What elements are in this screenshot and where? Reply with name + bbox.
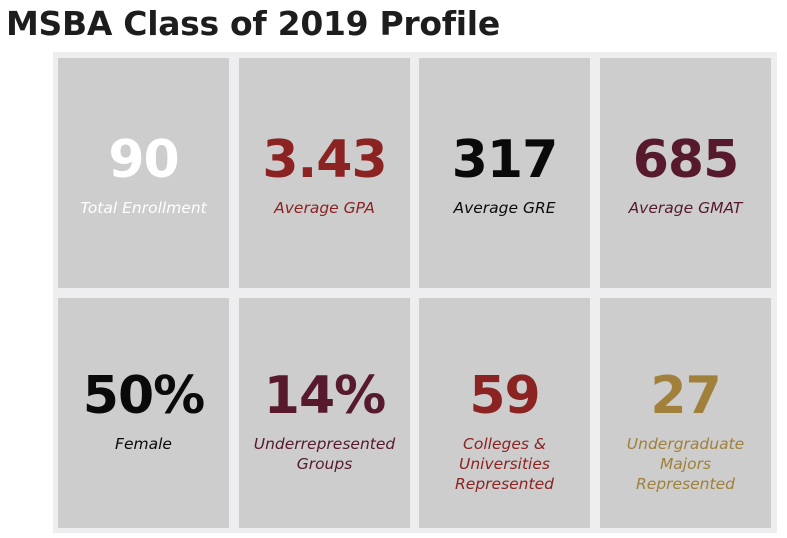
stat-value: 14% xyxy=(263,366,386,426)
stat-label: Average GMAT xyxy=(628,199,743,217)
stat-value: 50% xyxy=(82,366,205,426)
stat-label: Female xyxy=(115,435,172,453)
stat-value: 90 xyxy=(108,130,179,190)
stat-tile-underrepresented-groups: 14% Underrepresented Groups xyxy=(239,298,410,528)
stat-tile-average-gpa: 3.43 Average GPA xyxy=(239,58,410,288)
stat-label: Colleges & Universities Represented xyxy=(455,435,554,493)
stat-label: Undergraduate Majors Represented xyxy=(626,435,745,493)
stat-value: 59 xyxy=(469,366,540,426)
stat-tile-female: 50% Female xyxy=(58,298,229,528)
stat-value: 3.43 xyxy=(262,130,387,190)
stat-tile-total-enrollment: 90 Total Enrollment xyxy=(58,58,229,288)
stat-label: Average GPA xyxy=(274,199,375,217)
stat-value: 685 xyxy=(632,130,740,190)
stat-value: 27 xyxy=(650,366,721,426)
stat-label: Total Enrollment xyxy=(80,199,207,217)
stats-panel: 90 Total Enrollment 3.43 Average GPA 317… xyxy=(53,52,777,533)
stat-tile-majors-represented: 27 Undergraduate Majors Represented xyxy=(600,298,771,528)
stat-tile-colleges-represented: 59 Colleges & Universities Represented xyxy=(419,298,590,528)
page-title: MSBA Class of 2019 Profile xyxy=(6,4,500,43)
stat-value: 317 xyxy=(451,130,559,190)
stat-tile-average-gmat: 685 Average GMAT xyxy=(600,58,771,288)
stat-tile-average-gre: 317 Average GRE xyxy=(419,58,590,288)
stat-label: Underrepresented Groups xyxy=(253,435,396,473)
stat-label: Average GRE xyxy=(453,199,556,217)
